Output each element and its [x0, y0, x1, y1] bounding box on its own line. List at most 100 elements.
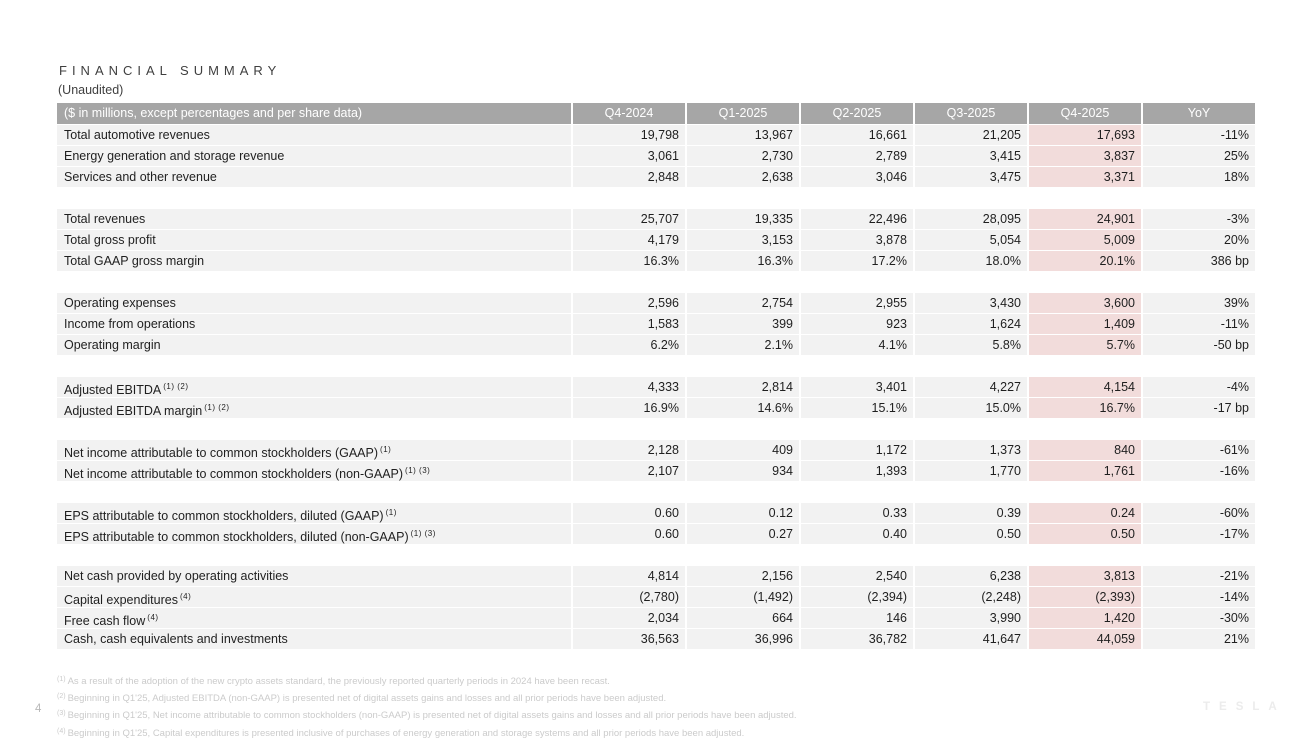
cell-q2-2025: 17.2%	[799, 251, 913, 271]
column-header-q1-2025: Q1-2025	[685, 103, 799, 124]
cell-q4-2024: 19,798	[571, 125, 685, 145]
footnote-marker: (2)	[57, 693, 66, 701]
cell-q4-2025: 3,837	[1027, 146, 1141, 166]
cell-q4-2024: 4,179	[571, 230, 685, 250]
cell-q1-2025: 2,814	[685, 377, 799, 397]
cell-q1-2025: (1,492)	[685, 587, 799, 607]
page-number: 4	[35, 703, 42, 715]
cell-q1-2025: 2,156	[685, 566, 799, 586]
cell-q4-2025: 17,693	[1027, 125, 1141, 145]
cell-q1-2025: 3,153	[685, 230, 799, 250]
cell-q4-2024: 6.2%	[571, 335, 685, 355]
footnote-reference: (1) (2)	[204, 403, 230, 412]
section-gap	[57, 188, 1255, 209]
cell-q1-2025: 13,967	[685, 125, 799, 145]
cell-yoy: -61%	[1141, 440, 1255, 460]
cell-q4-2024: (2,780)	[571, 587, 685, 607]
row-label: Adjusted EBITDA (1) (2)	[64, 382, 189, 397]
cell-q2-2025: 2,540	[799, 566, 913, 586]
column-header-q4-2024: Q4-2024	[571, 103, 685, 124]
table-row: Cash, cash equivalents and investments 36…	[57, 629, 1255, 650]
cell-q3-2025: 5,054	[913, 230, 1027, 250]
cell-q4-2024: 0.60	[571, 524, 685, 544]
tesla-logo: TESLA	[1203, 701, 1286, 713]
table-row: Total gross profit 4,179 3,153 3,878 5,054 5,…	[57, 230, 1255, 251]
cell-q4-2025: 5,009	[1027, 230, 1141, 250]
cell-yoy: -11%	[1141, 314, 1255, 334]
cell-q3-2025: (2,248)	[913, 587, 1027, 607]
row-label: EPS attributable to common stockholders,…	[64, 529, 436, 544]
cell-q4-2024: 2,596	[571, 293, 685, 313]
cell-q1-2025: 409	[685, 440, 799, 460]
cell-yoy: 386 bp	[1141, 251, 1255, 271]
cell-q1-2025: 2,638	[685, 167, 799, 187]
table-row: Adjusted EBITDA margin (1) (2) 16.9% 14.6% 1…	[57, 398, 1255, 419]
cell-yoy: -11%	[1141, 125, 1255, 145]
cell-q4-2024: 2,848	[571, 167, 685, 187]
row-label: Net income attributable to common stockh…	[64, 445, 392, 460]
cell-yoy: 25%	[1141, 146, 1255, 166]
cell-q4-2025: 3,371	[1027, 167, 1141, 187]
cell-q2-2025: 0.40	[799, 524, 913, 544]
footnote: (4) Beginning in Q1'25, Capital expenditu…	[57, 727, 745, 738]
row-label: Net cash provided by operating activitie…	[64, 569, 289, 583]
cell-q3-2025: 0.50	[913, 524, 1027, 544]
section-gap	[57, 356, 1255, 377]
cell-q2-2025: 16,661	[799, 125, 913, 145]
cell-yoy: 20%	[1141, 230, 1255, 250]
cell-q2-2025: 1,172	[799, 440, 913, 460]
table-row: Energy generation and storage revenue 3,0…	[57, 146, 1255, 167]
cell-yoy: 21%	[1141, 629, 1255, 649]
row-label: Total GAAP gross margin	[64, 254, 205, 268]
cell-q3-2025: 28,095	[913, 209, 1027, 229]
cell-q3-2025: 3,415	[913, 146, 1027, 166]
cell-q1-2025: 14.6%	[685, 398, 799, 418]
cell-q2-2025: 4.1%	[799, 335, 913, 355]
cell-q4-2025: 16.7%	[1027, 398, 1141, 418]
cell-q3-2025: 3,430	[913, 293, 1027, 313]
table-row: Net income attributable to common stockh…	[57, 461, 1255, 482]
cell-yoy: 39%	[1141, 293, 1255, 313]
cell-yoy: -14%	[1141, 587, 1255, 607]
cell-yoy: -17 bp	[1141, 398, 1255, 418]
table-row: Adjusted EBITDA (1) (2) 4,333 2,814 3,401 4,2…	[57, 377, 1255, 398]
footnote-marker: (4)	[57, 727, 66, 735]
cell-q2-2025: 3,401	[799, 377, 913, 397]
table-row: Operating expenses 2,596 2,754 2,955 3,430 3,…	[57, 293, 1255, 314]
footnote-reference: (1)	[385, 508, 397, 517]
footnotes: (1) As a result of the adoption of the ne…	[57, 672, 1037, 738]
cell-q2-2025: 3,878	[799, 230, 913, 250]
row-label: Total gross profit	[64, 233, 156, 247]
cell-q3-2025: 21,205	[913, 125, 1027, 145]
cell-yoy: -3%	[1141, 209, 1255, 229]
cell-q2-2025: 15.1%	[799, 398, 913, 418]
cell-q4-2024: 0.60	[571, 503, 685, 523]
cell-q1-2025: 19,335	[685, 209, 799, 229]
table-row: Total automotive revenues 19,798 13,967 16,…	[57, 125, 1255, 146]
cell-q4-2024: 4,333	[571, 377, 685, 397]
cell-q2-2025: 36,782	[799, 629, 913, 649]
section-gap	[57, 482, 1255, 503]
cell-q4-2024: 16.3%	[571, 251, 685, 271]
footnote-reference: (4)	[147, 613, 159, 622]
cell-q4-2024: 16.9%	[571, 398, 685, 418]
cell-q3-2025: 15.0%	[913, 398, 1027, 418]
row-label: Total revenues	[64, 212, 146, 226]
column-header-q2-2025: Q2-2025	[799, 103, 913, 124]
cell-q4-2024: 2,034	[571, 608, 685, 628]
cell-q1-2025: 399	[685, 314, 799, 334]
page-title: FINANCIAL SUMMARY	[59, 63, 282, 78]
cell-q3-2025: 6,238	[913, 566, 1027, 586]
row-label: EPS attributable to common stockholders,…	[64, 508, 397, 523]
cell-q4-2025: 24,901	[1027, 209, 1141, 229]
cell-yoy: 18%	[1141, 167, 1255, 187]
cell-yoy: -50 bp	[1141, 335, 1255, 355]
table-row: Net cash provided by operating activitie…	[57, 566, 1255, 587]
row-label: Total automotive revenues	[64, 128, 210, 142]
cell-q4-2025: 3,600	[1027, 293, 1141, 313]
cell-q2-2025: 1,393	[799, 461, 913, 481]
cell-q1-2025: 0.12	[685, 503, 799, 523]
row-label: Services and other revenue	[64, 170, 217, 184]
cell-yoy: -30%	[1141, 608, 1255, 628]
